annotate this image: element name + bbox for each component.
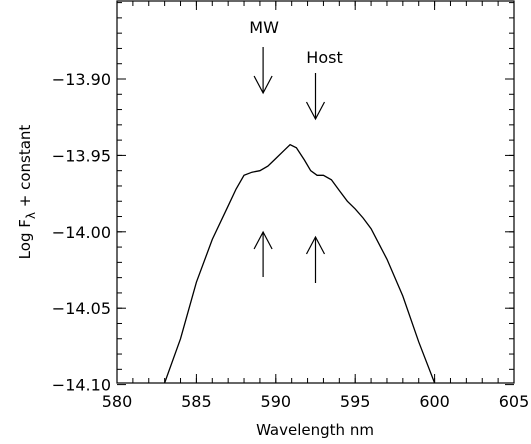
annotations: MW Host — [249, 18, 343, 283]
x-axis-ticks: 580 585 590 595 600 605 — [102, 1, 530, 411]
x-tick-label: 595 — [340, 392, 371, 411]
y-axis-ticks: −14.10 −14.05 −14.00 −13.95 −13.90 — [52, 2, 514, 395]
y-axis-title-sub: λ — [24, 212, 38, 219]
series-line — [163, 143, 436, 384]
x-tick-label: 590 — [261, 392, 292, 411]
y-axis-title-tail: + constant — [16, 125, 34, 212]
annotation-arrow-head — [253, 75, 273, 95]
x-tick-label: 580 — [102, 392, 133, 411]
annotation-arrow-head — [253, 230, 273, 250]
y-tick-label: −13.90 — [52, 70, 111, 89]
plot-frame — [116, 0, 515, 384]
y-axis-title-main: Log F — [16, 219, 34, 259]
y-tick-label: −14.10 — [52, 376, 111, 395]
x-axis-title: Wavelength nm — [256, 421, 374, 439]
annotation-arrow-head — [305, 235, 326, 255]
x-tick-label: 605 — [499, 392, 530, 411]
x-tick-label: 600 — [419, 392, 450, 411]
y-tick-label: −14.00 — [52, 223, 111, 242]
annotation-label: Host — [306, 48, 342, 67]
annotation-label: MW — [249, 18, 279, 37]
y-tick-label: −13.95 — [52, 146, 111, 165]
annotation-arrow-head — [305, 101, 326, 121]
y-axis-title: Log Fλ + constant — [16, 125, 38, 260]
y-tick-label: −14.05 — [52, 299, 111, 318]
x-tick-label: 585 — [181, 392, 212, 411]
